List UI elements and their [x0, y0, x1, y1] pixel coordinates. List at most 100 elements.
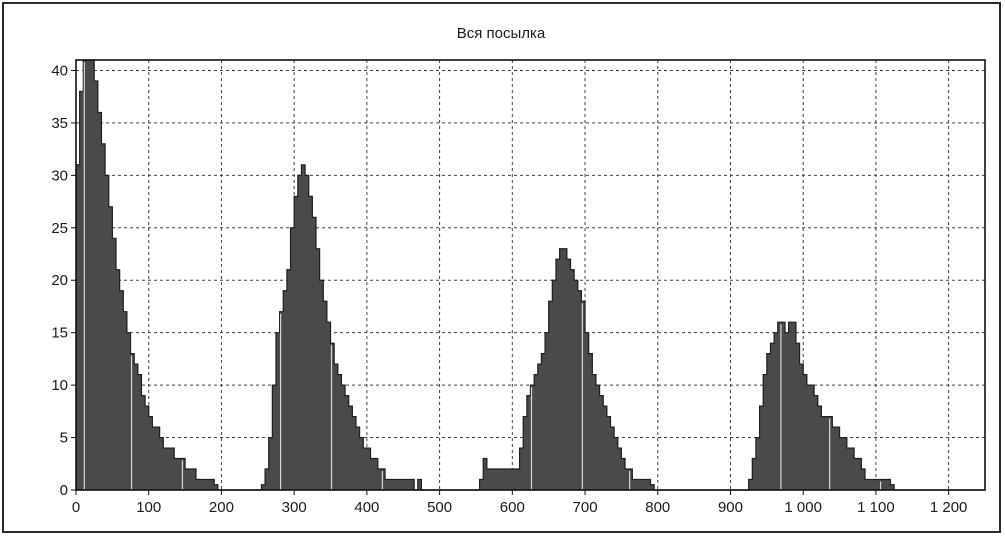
histogram-bar — [345, 395, 350, 490]
histogram-bar — [595, 385, 600, 490]
histogram-bar — [592, 374, 597, 490]
histogram-bar — [570, 269, 575, 490]
histogram-bar — [323, 301, 328, 490]
histogram-bar — [817, 406, 822, 490]
histogram-bar — [785, 332, 790, 490]
histogram-bar — [635, 479, 640, 490]
histogram-bar — [105, 175, 110, 491]
y-axis-tick-labels: 0 5 10 15 20 25 30 35 40 — [51, 62, 68, 499]
histogram-bar — [614, 437, 619, 490]
y-tick-label: 25 — [51, 220, 68, 237]
histogram-bar — [112, 238, 117, 490]
histogram-bar — [366, 448, 371, 490]
y-tick-label: 5 — [60, 430, 68, 447]
histogram-bar — [861, 469, 866, 490]
histogram-bar — [374, 458, 379, 490]
histogram-bar — [199, 479, 204, 490]
histogram-bar — [799, 364, 804, 490]
histogram-bar — [83, 60, 88, 490]
histogram-bar — [508, 469, 513, 490]
histogram-bar — [821, 416, 826, 490]
histogram-bar — [385, 479, 390, 490]
histogram-bar — [846, 448, 851, 490]
x-axis-tick-labels: 0 100 200 300 400 500 600 700 800 900 1 000 1 100 1 … — [72, 499, 968, 516]
histogram-bar — [886, 479, 891, 490]
histogram-bar — [879, 479, 884, 490]
y-tick-label: 10 — [51, 377, 68, 394]
x-tick-label: 1 200 — [930, 499, 968, 516]
histogram-bar — [155, 427, 161, 490]
histogram-bar — [334, 364, 339, 490]
histogram-bar — [512, 469, 517, 490]
histogram-bar — [643, 479, 648, 490]
histogram-bar — [581, 301, 586, 490]
histogram-bar — [159, 437, 164, 490]
histogram-bar — [825, 416, 830, 490]
histogram-bar — [185, 469, 190, 490]
histogram-bar — [519, 448, 524, 490]
x-tick-label: 600 — [500, 499, 525, 516]
histogram-bar — [872, 479, 877, 490]
histogram-bar — [188, 469, 193, 490]
histogram-bar — [170, 448, 175, 490]
x-tick-label: 1 100 — [857, 499, 895, 516]
histogram-bar — [566, 259, 571, 490]
histogram-bar — [355, 427, 361, 490]
histogram-bar — [134, 364, 139, 490]
histogram-bar — [577, 290, 582, 490]
histogram-bar — [839, 437, 844, 490]
histogram-bar — [126, 332, 131, 490]
histogram-bar — [214, 484, 219, 490]
histogram-bar — [399, 479, 404, 490]
histogram-bar — [774, 332, 779, 490]
histogram-bar — [315, 248, 321, 490]
histogram-bar — [90, 60, 95, 490]
histogram-bar — [279, 311, 284, 490]
grid-lines — [76, 60, 985, 490]
x-tick-label: 100 — [136, 499, 161, 516]
histogram-bar — [363, 448, 368, 490]
histogram-bar — [603, 406, 608, 490]
histogram-bar — [770, 343, 775, 490]
histogram-bar — [585, 332, 590, 490]
histogram-bar — [588, 353, 593, 490]
histogram-bar — [417, 479, 422, 490]
histogram-bar — [195, 479, 201, 490]
histogram-bar — [865, 479, 870, 490]
histogram-bar — [639, 479, 644, 490]
histogram-bar — [545, 332, 550, 490]
histogram-bar — [806, 385, 811, 490]
histogram-bar — [795, 343, 800, 490]
histogram-bar — [166, 448, 171, 490]
histogram-bar — [646, 479, 651, 490]
histogram-bar — [163, 448, 168, 490]
histogram-bar — [297, 175, 302, 491]
histogram-bar — [490, 469, 495, 490]
histogram-bar — [843, 437, 848, 490]
histogram-bar — [308, 196, 313, 490]
x-tick-label: 0 — [72, 499, 80, 516]
x-tick-label: 400 — [354, 499, 379, 516]
x-tick-label: 700 — [573, 499, 598, 516]
histogram-bars — [76, 59, 985, 491]
histogram-bar — [272, 385, 277, 490]
histogram-bar — [497, 469, 502, 490]
x-tick-label: 200 — [209, 499, 234, 516]
histogram-bar — [265, 469, 270, 490]
histogram-bar — [123, 311, 128, 490]
histogram-bar — [370, 458, 375, 490]
histogram-bar — [359, 437, 364, 490]
histogram-bar — [148, 416, 153, 490]
histogram-bar — [628, 469, 633, 490]
histogram-bar — [832, 427, 837, 490]
histogram-bar — [119, 290, 124, 490]
histogram-bar — [352, 416, 357, 490]
histogram-bar — [377, 469, 382, 490]
x-tick-label: 1 000 — [784, 499, 822, 516]
histogram-bar — [755, 437, 760, 490]
histogram-bar — [617, 448, 622, 490]
histogram-bar — [854, 458, 859, 490]
histogram-bar — [286, 269, 291, 490]
histogram-bar — [290, 227, 295, 490]
histogram-bar — [410, 479, 415, 490]
